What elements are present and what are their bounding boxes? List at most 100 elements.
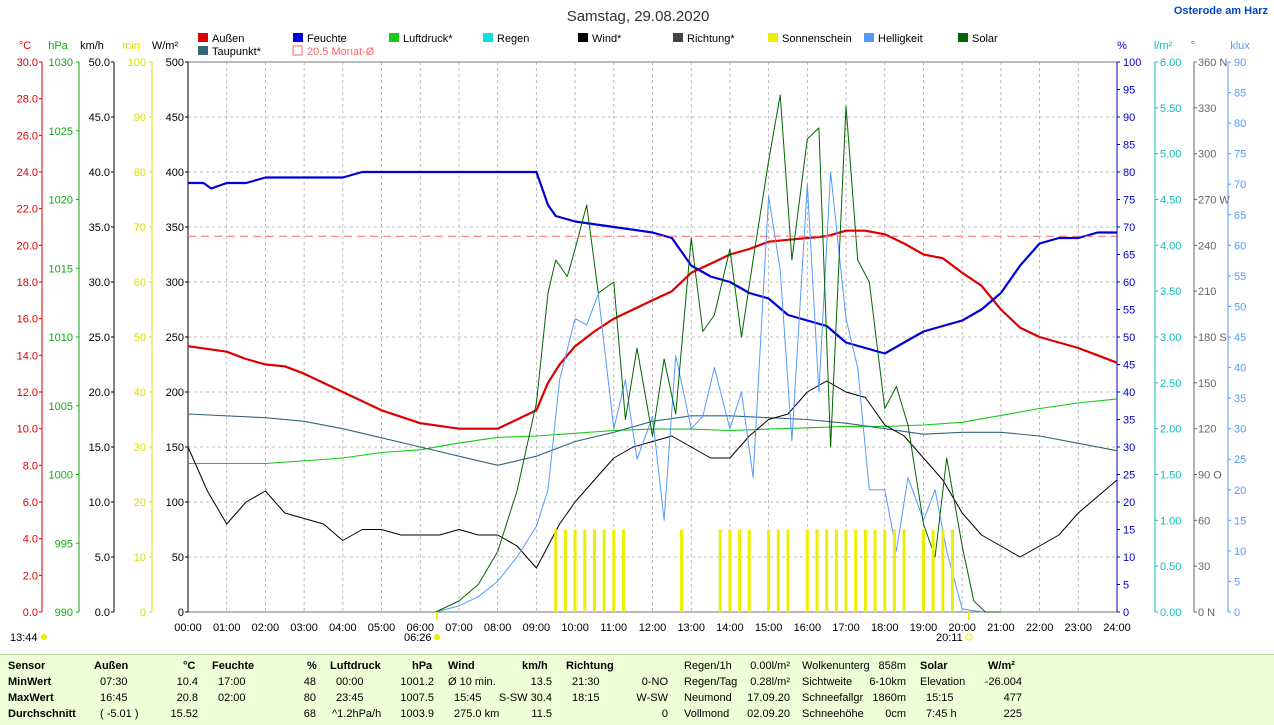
minutes-axis-unit: min <box>122 40 140 52</box>
x-tick-label: 10:00 <box>561 622 589 634</box>
minutes-axis-tick-label: 0 <box>140 607 146 619</box>
solar-axis-tick-label: 450 <box>166 112 184 124</box>
lux-axis-tick-label: 70 <box>1234 179 1246 191</box>
humidity-axis-tick-label: 75 <box>1123 195 1135 207</box>
stat-aussen-avg-note: ( -5.01 ) <box>100 708 139 720</box>
direction-axis-tick-label: 300 <box>1198 149 1216 161</box>
x-tick-label: 08:00 <box>484 622 512 634</box>
legend-swatch <box>293 33 303 42</box>
stat-luftdruck-avg-value: 1003.9 <box>400 708 434 720</box>
stat-label-avg: Durchschnitt <box>8 708 76 720</box>
minutes-axis-tick-label: 10 <box>134 552 146 564</box>
rain-axis-tick-label: 5.50 <box>1160 103 1181 115</box>
legend-swatch <box>673 33 683 42</box>
humidity-axis-tick-label: 45 <box>1123 360 1135 372</box>
rain-axis-tick-label: 2.00 <box>1160 424 1181 436</box>
humidity-axis-tick-label: 10 <box>1123 552 1135 564</box>
sunset-icon <box>965 633 973 641</box>
temp-axis-unit: °C <box>19 40 31 52</box>
stat-aussen-min-value: 10.4 <box>176 676 198 688</box>
stat-sichtweite-value: 6-10km <box>869 676 906 688</box>
lux-axis-tick-label: 45 <box>1234 332 1246 344</box>
stat-header-richtung: Richtung <box>566 660 614 672</box>
stat-sichtweite-label: Sichtweite <box>802 676 853 688</box>
stat-header-aussen-unit: °C <box>183 660 196 672</box>
humidity-axis-tick-label: 50 <box>1123 332 1135 344</box>
pressure-axis-tick-label: 1020 <box>49 195 73 207</box>
stat-feuchte-max-time: 02:00 <box>218 692 246 704</box>
solar-axis-tick-label: 150 <box>166 442 184 454</box>
lux-axis-tick-label: 5 <box>1234 576 1240 588</box>
legend-label: Richtung* <box>687 33 735 45</box>
wind-axis-tick-label: 10.0 <box>89 497 110 509</box>
legend-label: Regen <box>497 33 529 45</box>
temp-axis-tick-label: 26.0 <box>17 130 38 142</box>
wind-axis-tick-label: 25.0 <box>89 332 110 344</box>
temp-axis-tick-label: 30.0 <box>17 57 38 69</box>
pressure-axis-tick-label: 1010 <box>49 332 73 344</box>
pressure-axis-unit: hPa <box>48 40 68 52</box>
stat-neumond-label: Neumond <box>684 692 732 704</box>
temp-axis-tick-label: 8.0 <box>23 460 38 472</box>
temp-axis-tick-label: 0.0 <box>23 607 38 619</box>
humidity-axis-tick-label: 80 <box>1123 167 1135 179</box>
humidity-axis-tick-label: 90 <box>1123 112 1135 124</box>
wind-axis-tick-label: 35.0 <box>89 222 110 234</box>
stat-wind-avg10-value: 13.5 <box>530 676 552 688</box>
direction-axis-tick-label: 270 W <box>1198 195 1230 207</box>
rain-axis-unit: l/m² <box>1154 40 1173 52</box>
lux-axis-tick-label: 90 <box>1234 57 1246 69</box>
lux-axis-tick-label: 50 <box>1234 301 1246 313</box>
sun-icon <box>434 634 440 640</box>
x-tick-label: 05:00 <box>368 622 396 634</box>
current-time-label: 13:44 <box>10 632 38 644</box>
humidity-axis-unit: % <box>1117 40 1127 52</box>
lux-axis-tick-label: 65 <box>1234 210 1246 222</box>
lux-axis-tick-label: 40 <box>1234 363 1246 375</box>
sun-icon <box>41 634 47 640</box>
stat-vollmond-value: 02.09.20 <box>747 708 790 720</box>
legend-swatch <box>578 33 588 42</box>
humidity-axis-tick-label: 40 <box>1123 387 1135 399</box>
stat-wolken-value: 858m <box>878 660 906 672</box>
legend-swatch <box>768 33 778 42</box>
sun-markers: 13:44 06:26 20:11 <box>10 612 973 644</box>
stat-wind-avg-label: Ø 10 min. <box>448 676 496 688</box>
wind-axis-tick-label: 50.0 <box>89 57 110 69</box>
x-tick-label: 12:00 <box>639 622 667 634</box>
stat-schneefall-value: 1860m <box>872 692 906 704</box>
direction-axis-tick-label: 90 O <box>1198 470 1222 482</box>
wind-axis-tick-label: 30.0 <box>89 277 110 289</box>
stat-schneehoehe-label: Schneehöhe <box>802 708 864 720</box>
rain-axis-tick-label: 0.00 <box>1160 607 1181 619</box>
humidity-axis-tick-label: 30 <box>1123 442 1135 454</box>
lux-axis-tick-label: 30 <box>1234 424 1246 436</box>
rain-axis-tick-label: 3.00 <box>1160 332 1181 344</box>
legend-label: Feuchte <box>307 33 347 45</box>
legend-label: Sonnenschein <box>782 33 852 45</box>
wind-axis-tick-label: 45.0 <box>89 112 110 124</box>
stat-wind-max-value: S-SW 30.4 <box>498 692 552 704</box>
stat-solar-duration: 7:45 h <box>926 708 957 720</box>
series-line-helligkeit <box>435 171 1001 613</box>
legend-label: Luftdruck* <box>403 33 453 45</box>
stat-aussen-min-time: 07:30 <box>100 676 128 688</box>
humidity-axis-tick-label: 60 <box>1123 277 1135 289</box>
direction-axis-tick-label: 330 <box>1198 103 1216 115</box>
legend-swatch <box>198 46 208 55</box>
stat-header-solar: Solar <box>920 660 948 672</box>
minutes-axis-tick-label: 60 <box>134 277 146 289</box>
solar-axis-tick-label: 400 <box>166 167 184 179</box>
temp-axis-tick-label: 16.0 <box>17 314 38 326</box>
rain-axis-tick-label: 2.50 <box>1160 378 1181 390</box>
legend-swatch <box>389 33 399 42</box>
x-tick-label: 22:00 <box>1026 622 1054 634</box>
series-line-taupunkt <box>187 413 1118 466</box>
humidity-axis-tick-label: 100 <box>1123 57 1141 69</box>
station-name: Osterode am Harz <box>1173 5 1268 17</box>
solar-axis-tick-label: 50 <box>172 552 184 564</box>
solar-axis-tick-label: 100 <box>166 497 184 509</box>
legend-swatch <box>292 45 303 56</box>
legend-label: Solar <box>972 33 998 45</box>
lux-axis-tick-label: 0 <box>1234 607 1240 619</box>
